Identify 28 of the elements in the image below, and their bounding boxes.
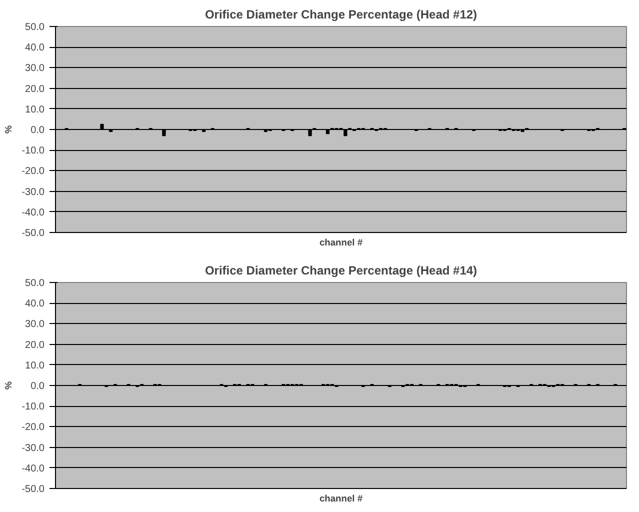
y-tick-label: 0.0	[30, 381, 45, 392]
y-tick-label: -50.0	[22, 228, 45, 239]
y-tick-label: 20.0	[25, 84, 45, 95]
y-tick-label: 30.0	[25, 319, 45, 330]
x-axis-title: channel #	[319, 494, 364, 504]
y-tick-label: -10.0	[22, 402, 45, 413]
y-axis-title: %	[4, 380, 14, 390]
y-tick-label: 40.0	[25, 298, 45, 310]
y-tick-label: 20.0	[25, 340, 45, 351]
y-tick-label: -20.0	[22, 166, 45, 178]
y-tick-label: -40.0	[22, 463, 45, 474]
y-tick-label: 0.0	[30, 125, 45, 136]
x-axis-title: channel #	[319, 238, 364, 248]
chart-title: Orifice Diameter Change Percentage (Head #14)	[204, 264, 478, 278]
y-tick-label: -10.0	[22, 146, 45, 157]
y-tick-label: 10.0	[25, 360, 45, 372]
y-tick-label: -30.0	[22, 442, 45, 454]
chart-title: Orifice Diameter Change Percentage (Head #12)	[204, 8, 478, 22]
y-tick-label: 50.0	[25, 278, 45, 289]
y-tick-label: -40.0	[22, 207, 45, 218]
y-tick-label: 40.0	[25, 42, 45, 54]
y-tick-label: -30.0	[22, 186, 45, 198]
y-tick-label: 50.0	[25, 22, 45, 33]
y-tick-label: -20.0	[22, 422, 45, 434]
y-tick-label: -50.0	[22, 484, 45, 495]
y-axis-title: %	[4, 124, 14, 134]
y-tick-label: 10.0	[25, 104, 45, 116]
y-tick-label: 30.0	[25, 63, 45, 74]
